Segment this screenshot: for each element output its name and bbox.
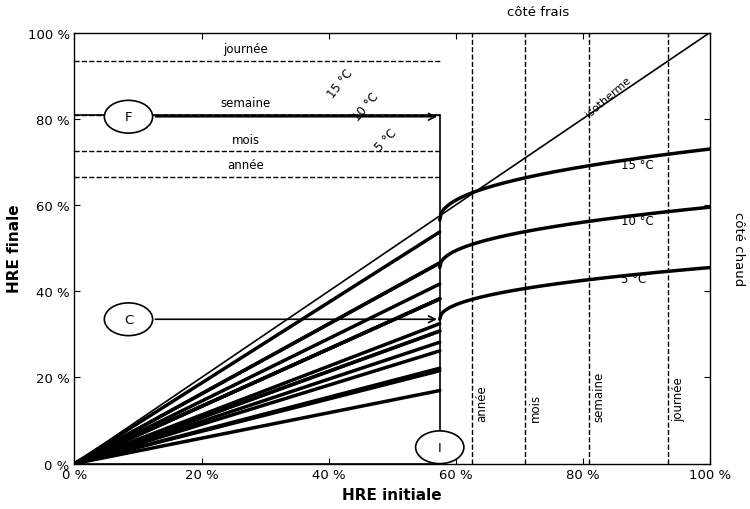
Text: journée: journée xyxy=(672,376,686,421)
Text: 15 °C: 15 °C xyxy=(621,158,653,172)
Circle shape xyxy=(416,431,464,464)
Text: 5 °C: 5 °C xyxy=(621,272,646,285)
Circle shape xyxy=(104,303,152,336)
Circle shape xyxy=(104,101,152,134)
Text: côté chaud: côté chaud xyxy=(732,212,745,286)
Text: année: année xyxy=(476,384,488,421)
Text: I: I xyxy=(438,441,442,454)
Y-axis label: HRE finale: HRE finale xyxy=(7,205,22,293)
Text: côté frais: côté frais xyxy=(507,6,569,18)
X-axis label: HRE initiale: HRE initiale xyxy=(342,487,442,502)
Text: 15 °C: 15 °C xyxy=(326,67,356,100)
Text: semaine: semaine xyxy=(592,371,606,421)
Text: journée: journée xyxy=(224,43,268,56)
Text: semaine: semaine xyxy=(220,97,271,110)
Text: 5 °C: 5 °C xyxy=(373,127,400,154)
Text: 10 °C: 10 °C xyxy=(351,91,382,124)
Text: isotherme: isotherme xyxy=(584,75,632,120)
Text: année: année xyxy=(227,159,264,172)
Text: C: C xyxy=(124,313,133,326)
Text: 10 °C: 10 °C xyxy=(621,214,653,227)
Text: mois: mois xyxy=(530,392,542,421)
Bar xyxy=(74,116,440,464)
Text: mois: mois xyxy=(232,133,260,146)
Text: F: F xyxy=(124,111,132,124)
